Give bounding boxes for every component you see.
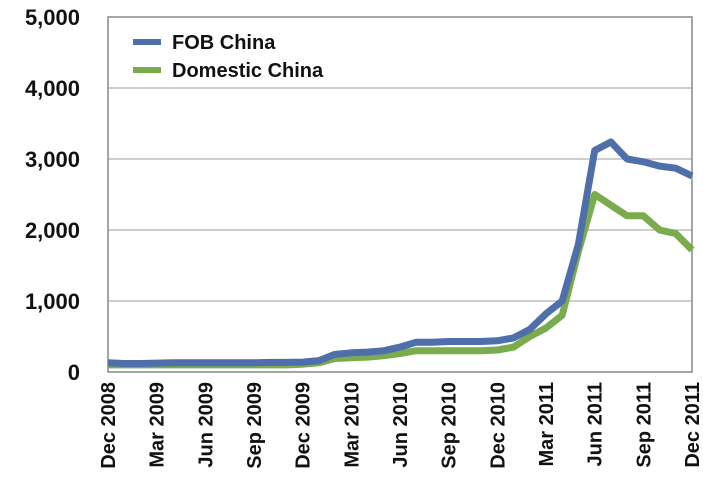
x-tick-label: Dec 2011 [682,382,703,468]
series-lines [107,138,695,369]
x-tick-label: Mar 2010 [341,382,363,468]
x-tick-label: Sep 2011 [633,382,655,468]
x-tick-label: Mar 2011 [536,382,558,467]
x-tick-label: Dec 2010 [487,382,509,469]
gridlines [108,87,692,302]
x-tick-label: Sep 2010 [439,382,461,469]
series-line-domestic-china [108,191,695,369]
y-tick-label: 4,000 [25,76,80,101]
plot-frame [107,16,693,373]
y-tick-label: 2,000 [25,218,80,243]
series-line-fob-china [107,138,694,367]
y-tick-label: 5,000 [25,5,80,30]
legend-label: FOB China [172,32,276,54]
x-tick-label: Sep 2009 [244,382,266,469]
x-tick-label: Jun 2010 [390,382,412,468]
x-tick-label: Jun 2011 [585,382,607,467]
x-tick-label: Dec 2009 [293,382,315,469]
x-tick-label: Dec 2008 [98,382,120,469]
legend: FOB China Domestic China [133,32,324,82]
y-tick-label: 0 [68,360,80,385]
x-tick-label: Jun 2009 [195,382,217,468]
x-axis-ticks: Dec 2008 Mar 2009 Jun 2009 Sep 2009 Dec 2009… [98,382,703,469]
legend-label: Domestic China [172,60,324,82]
y-tick-label: 1,000 [25,289,80,314]
y-axis-ticks: 0 1,000 2,000 3,000 4,000 5,000 [25,5,80,385]
y-tick-label: 3,000 [25,147,80,172]
x-tick-label: Mar 2009 [147,382,169,468]
